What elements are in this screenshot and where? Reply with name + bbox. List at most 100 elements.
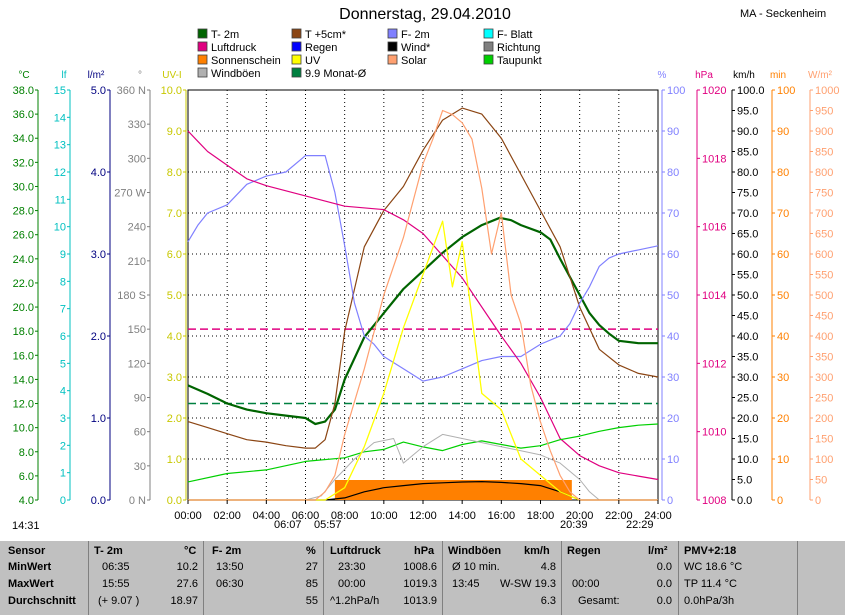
axis-tick-label: 14.0 <box>13 374 34 386</box>
series-line <box>187 107 659 449</box>
axis-tick-label: 6 <box>60 331 66 343</box>
f2m-max-value: 85 <box>305 578 318 590</box>
axis-tick-label: 200 <box>815 413 833 425</box>
axis-tick-label: 300 <box>815 372 833 384</box>
axis-tick-label: 5.0 <box>167 290 182 302</box>
stats-header-pressure-unit: hPa <box>414 545 435 557</box>
axis-tick-label: 95.0 <box>737 106 758 118</box>
series-line <box>188 220 658 501</box>
stats-header-wind-unit: km/h <box>524 545 550 557</box>
stats-row-avg: Durchschnitt <box>8 595 76 607</box>
stats-header-f2m-unit: % <box>306 545 316 557</box>
f2m-min-value: 27 <box>305 561 318 573</box>
f2m-max-time: 06:30 <box>216 578 244 590</box>
rain-max-time: 00:00 <box>572 578 600 590</box>
axis-tick-label: 70 <box>667 208 679 220</box>
axis-tick-label: 70 <box>777 208 789 220</box>
axis-tick-label: 30.0 <box>737 372 758 384</box>
axis-tick-label: 1 <box>60 468 66 480</box>
axis-unit-label: lf <box>62 70 67 81</box>
stats-header-f2m: F- 2m <box>212 545 242 557</box>
axis-tick-label: 60 <box>667 249 679 261</box>
stats-header-t2m: T- 2m <box>94 545 123 557</box>
axis-tick-label: 60.0 <box>737 249 758 261</box>
legend-label: F- Blatt <box>497 29 532 41</box>
legend-swatch <box>291 67 302 78</box>
axis-unit-label: °C <box>18 70 29 81</box>
axis-tick-label: 40 <box>777 331 789 343</box>
legend-label: T- 2m <box>211 29 239 41</box>
axis-tick-label: 0 <box>667 495 673 507</box>
axis-tick-label: 80.0 <box>737 167 758 179</box>
axis-tick-label: 30 <box>667 372 679 384</box>
axis-tick-label: 90 <box>667 126 679 138</box>
f2m-avg-value: 55 <box>305 595 318 607</box>
axis-tick-label: 100 <box>777 85 795 97</box>
axis-tick-label: 65.0 <box>737 229 758 241</box>
axis-tick-label: 18.0 <box>13 326 34 338</box>
x-tick-label: 10:00 <box>370 510 398 522</box>
axis-tick-label: 12 <box>54 167 66 179</box>
axis-tick-label: 0 N <box>129 495 146 507</box>
axis-tick-label: 15.0 <box>737 434 758 446</box>
wind-avg-label: Ø 10 min. <box>452 561 500 573</box>
legend-swatch <box>197 54 208 65</box>
axis-tick-label: 45.0 <box>737 311 758 323</box>
legend-label: Solar <box>401 55 427 67</box>
axis-tick-label: 9.0 <box>167 126 182 138</box>
axis-tick-label: 0.0 <box>167 495 182 507</box>
axis-tick-label: 8.0 <box>167 167 182 179</box>
axis-unit-label: l/m² <box>88 70 105 81</box>
axis-tick-label: 38.0 <box>13 85 34 97</box>
axis-tick-label: 4 <box>60 386 66 398</box>
axis-unit-label: km/h <box>733 70 755 81</box>
axis-tick-label: 1000 <box>815 85 839 97</box>
axis-tick-label: 0 <box>60 495 66 507</box>
pressure-max-time: 00:00 <box>338 578 366 590</box>
axis-tick-label: 850 <box>815 147 833 159</box>
axis-tick-label: 750 <box>815 188 833 200</box>
wind-max-time: 13:45 <box>452 578 480 590</box>
chart-title: Donnerstag, 29.04.2010 <box>339 6 511 23</box>
axis-tick-label: 25.0 <box>737 393 758 405</box>
x-tick-label: 04:00 <box>253 510 281 522</box>
axis-tick-label: 4.0 <box>19 495 34 507</box>
legend-swatch <box>387 54 398 65</box>
axis-tick-label: 10 <box>667 454 679 466</box>
axis-tick-label: 55.0 <box>737 270 758 282</box>
axis-tick-label: 1008 <box>702 495 726 507</box>
series-line <box>187 155 659 382</box>
legend-swatch <box>197 41 208 52</box>
axis-tick-label: 250 <box>815 393 833 405</box>
legend-label: Luftdruck <box>211 42 257 54</box>
legend-swatch <box>291 54 302 65</box>
axis-tick-label: 0 <box>815 495 821 507</box>
pressure-max-value: 1019.3 <box>403 578 437 590</box>
axis-tick-label: 6.0 <box>167 249 182 261</box>
axis-tick-label: 60 <box>777 249 789 261</box>
axis-tick-label: 600 <box>815 249 833 261</box>
axis-tick-label: 32.0 <box>13 157 34 169</box>
grid <box>188 90 658 500</box>
series-line <box>187 130 659 481</box>
x-tick-label: 16:00 <box>488 510 516 522</box>
wind-max-value: W-SW 19.3 <box>499 578 556 590</box>
axis-tick-label: 8 <box>60 276 66 288</box>
axis-tick-label: 1018 <box>702 153 726 165</box>
axis-tick-label: 1010 <box>702 427 726 439</box>
legend-label: 9.9 Monat-Ø <box>305 68 367 80</box>
t2m-min-time: 06:35 <box>102 561 130 573</box>
t2m-avg-delta: (+ 9.07 ) <box>98 595 140 607</box>
axis-tick-label: 80 <box>667 167 679 179</box>
x-tick-label: 20:00 <box>566 510 594 522</box>
x-tick-label: 12:00 <box>409 510 437 522</box>
axis-tick-label: 150 <box>815 434 833 446</box>
fill-layer <box>334 480 572 500</box>
axis-tick-label: 50.0 <box>737 290 758 302</box>
x-tick-label: 00:00 <box>174 510 202 522</box>
axis-tick-label: 2.0 <box>167 413 182 425</box>
axis-tick-label: 350 <box>815 352 833 364</box>
axis-tick-label: 3 <box>60 413 66 425</box>
axis-tick-label: 7 <box>60 304 66 316</box>
